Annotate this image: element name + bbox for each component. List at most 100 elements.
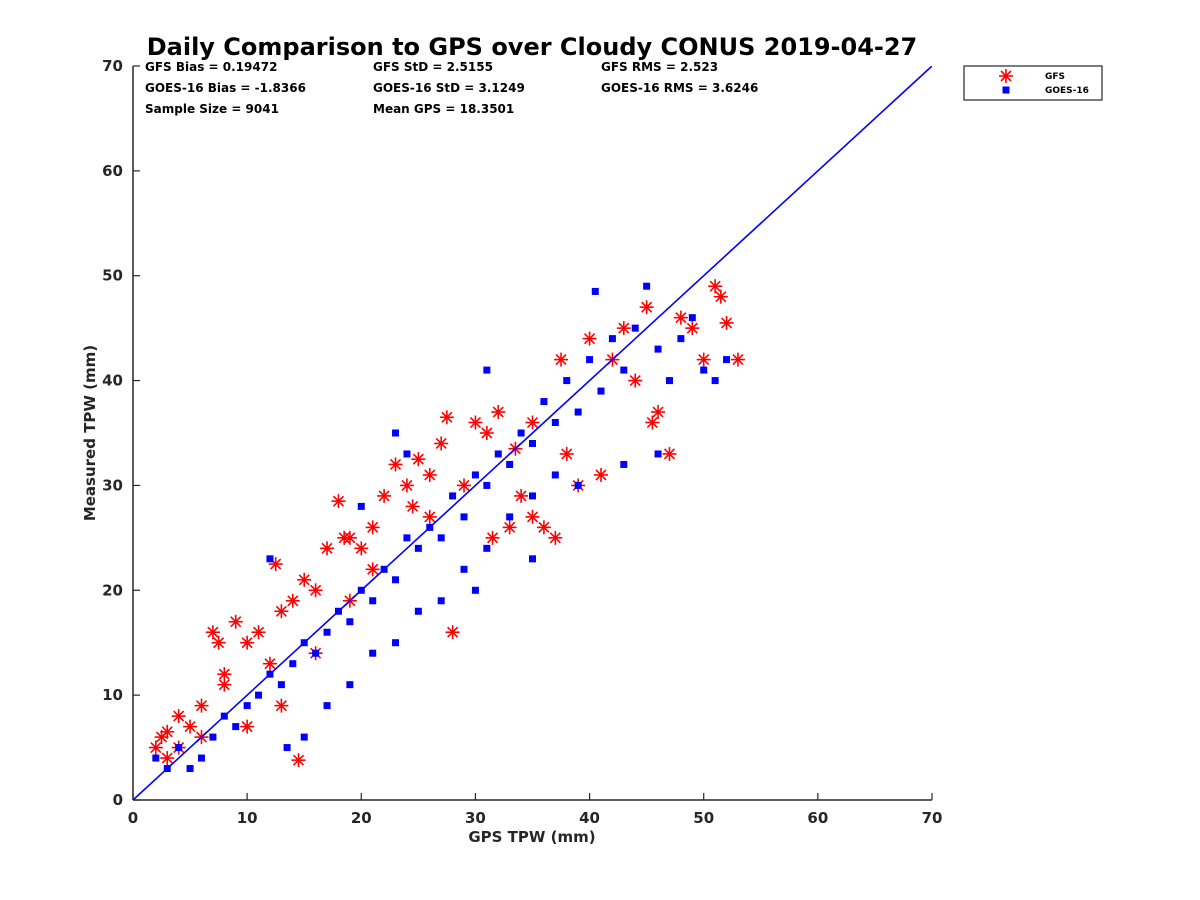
gfs-point xyxy=(342,530,357,545)
gfs-point xyxy=(536,520,551,535)
gfs-point xyxy=(696,352,711,367)
goes16-point xyxy=(688,314,696,322)
gfs-point xyxy=(651,405,666,420)
gfs-point xyxy=(719,315,734,330)
y-tick-label: 30 xyxy=(102,476,123,494)
goes16-point xyxy=(665,377,673,385)
goes16-point xyxy=(654,345,662,353)
goes16-point xyxy=(232,723,240,731)
goes16-point xyxy=(631,324,639,332)
gfs-point xyxy=(183,719,198,734)
gfs-point xyxy=(160,724,175,739)
goes16-point xyxy=(471,586,479,594)
goes16-point xyxy=(403,534,411,542)
x-tick-label: 60 xyxy=(807,809,828,827)
goes16-point xyxy=(312,649,320,657)
goes16-point xyxy=(574,408,582,416)
gfs-point xyxy=(422,509,437,524)
goes16-point xyxy=(277,681,285,689)
goes16-point xyxy=(209,733,217,741)
goes16-point xyxy=(711,377,719,385)
chart-title: Daily Comparison to GPS over Cloudy CONU… xyxy=(147,33,918,61)
goes16-point xyxy=(529,439,536,447)
stats-block: GFS Bias = 0.19472 GFS StD = 2.5155 GFS … xyxy=(145,60,758,116)
goes16-point xyxy=(586,356,594,364)
goes16-point xyxy=(677,335,685,343)
gfs-point xyxy=(645,415,660,430)
gfs-point xyxy=(582,331,597,346)
goes16-point xyxy=(620,366,628,374)
gfs-point xyxy=(685,321,700,336)
gfs-point xyxy=(434,436,449,451)
goes16-point xyxy=(540,398,548,406)
gfs-point xyxy=(331,494,346,509)
goes16-point xyxy=(152,754,160,762)
stat-gfs-std: GFS StD = 2.5155 xyxy=(373,60,493,74)
gfs-point xyxy=(160,751,175,766)
gfs-point xyxy=(228,614,243,629)
gfs-point xyxy=(479,426,494,440)
gfs-point xyxy=(662,446,677,461)
goes16-point xyxy=(437,597,445,605)
gfs-point xyxy=(514,488,529,503)
gfs-point xyxy=(291,753,306,768)
gfs-point xyxy=(320,541,335,556)
goes16-point xyxy=(700,366,708,374)
gfs-point xyxy=(240,635,255,650)
goes16-point xyxy=(289,660,297,668)
goes16-point xyxy=(300,733,308,741)
gfs-point xyxy=(468,415,483,430)
goes16-point xyxy=(483,481,491,489)
goes16-point xyxy=(551,471,559,479)
points-layer xyxy=(148,279,745,773)
goes16-point xyxy=(392,576,400,584)
gfs-point xyxy=(274,604,289,619)
gfs-point xyxy=(205,625,220,640)
gfs-point xyxy=(274,698,289,713)
y-tick-label: 40 xyxy=(102,372,123,390)
goes16-point xyxy=(494,450,502,458)
goes16-point xyxy=(357,502,365,510)
legend-box xyxy=(963,65,1103,101)
goes16-point xyxy=(460,565,468,573)
gfs-point xyxy=(548,530,563,545)
gfs-point xyxy=(457,478,472,493)
legend: GFS GOES-16 xyxy=(963,65,1103,101)
goes16-point xyxy=(197,754,205,762)
gfs-point xyxy=(491,405,506,420)
x-tick-label: 50 xyxy=(693,809,714,827)
x-tick-label: 70 xyxy=(922,809,943,827)
goes16-point xyxy=(175,744,183,752)
goes16-point xyxy=(483,544,491,552)
stat-gfs-bias: GFS Bias = 0.19472 xyxy=(145,60,277,74)
stat-mean-gps: Mean GPS = 18.3501 xyxy=(373,102,514,116)
ticks-layer: 0 10 20 30 40 50 60 70 0 10 20 30 40 50 60 70 xyxy=(102,57,942,827)
gfs-point xyxy=(713,289,728,304)
goes16-point xyxy=(608,335,616,343)
goes16-point xyxy=(243,702,251,710)
goes16-point xyxy=(529,555,536,563)
goes16-point xyxy=(414,607,422,615)
stat-goes-bias: GOES-16 Bias = -1.8366 xyxy=(145,81,306,95)
gfs-point xyxy=(525,509,540,524)
gfs-point xyxy=(217,667,232,682)
goes16-point xyxy=(563,377,571,385)
one-to-one-line xyxy=(133,66,932,800)
gfs-point xyxy=(171,709,186,724)
y-tick-label: 20 xyxy=(102,581,123,599)
gfs-point xyxy=(485,530,500,545)
gfs-point xyxy=(559,446,574,461)
x-tick-label: 0 xyxy=(128,809,138,827)
goes16-point xyxy=(449,492,457,500)
goes16-point xyxy=(283,744,291,752)
goes16-point xyxy=(323,628,331,636)
goes16-point xyxy=(620,460,628,468)
y-tick-label: 70 xyxy=(102,57,123,75)
gfs-point xyxy=(297,572,312,587)
gfs-point xyxy=(445,625,460,640)
goes16-point xyxy=(403,450,411,458)
gfs-point xyxy=(354,541,369,556)
goes16-point xyxy=(471,471,479,479)
y-tick-label: 10 xyxy=(102,686,123,704)
